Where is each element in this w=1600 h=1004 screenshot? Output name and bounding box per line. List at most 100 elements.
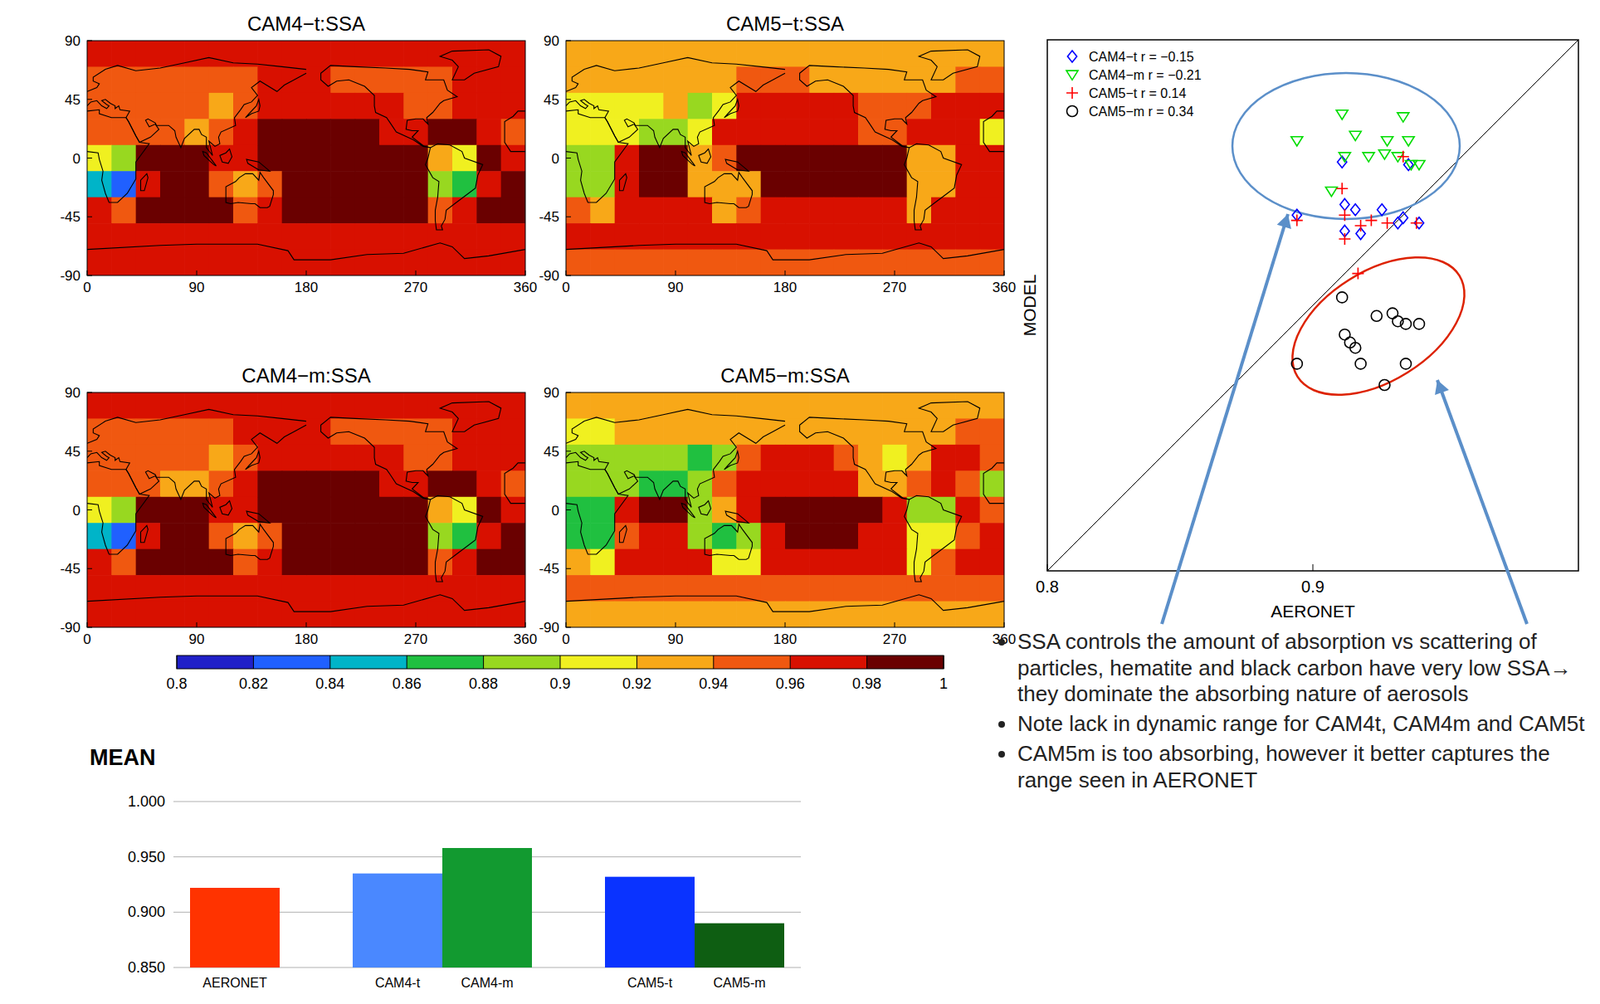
- map-cell: [882, 170, 908, 198]
- arrow-head: [1434, 380, 1449, 396]
- map-cell: [282, 197, 308, 225]
- map-cell: [111, 418, 137, 445]
- map-cell: [785, 170, 810, 198]
- map-cell: [330, 223, 356, 250]
- colorbar-tick: [176, 655, 178, 669]
- map-cell: [980, 170, 1005, 198]
- map-cell: [882, 249, 908, 276]
- map-cell: [687, 145, 713, 172]
- map-cell: [184, 601, 210, 628]
- map-cell: [379, 549, 405, 576]
- tick-label: -90: [538, 619, 560, 636]
- map-cell: [306, 66, 332, 93]
- tick: [565, 40, 571, 42]
- map-cell: [858, 118, 883, 146]
- tick-label: 45: [543, 92, 560, 108]
- tick-label: 0.8: [1035, 577, 1059, 596]
- map-cell: [257, 197, 283, 225]
- map-cell: [355, 40, 381, 68]
- map-cell: [858, 497, 883, 524]
- tick: [306, 270, 308, 276]
- coastline: [565, 595, 1005, 612]
- map-cell: [834, 92, 859, 120]
- colorbar-label: 0.84: [315, 675, 345, 693]
- map-cell: [760, 249, 786, 276]
- map-cell: [209, 92, 235, 120]
- map-cell: [160, 223, 186, 250]
- coastline: [202, 151, 216, 166]
- coastline: [87, 424, 307, 508]
- coastline: [565, 243, 1005, 260]
- colorbar-bin: [636, 655, 714, 669]
- map-cell: [501, 549, 526, 576]
- map-cell: [834, 392, 859, 420]
- map-cell: [736, 145, 761, 172]
- map-cell: [355, 470, 381, 498]
- map-cell: [931, 170, 957, 198]
- map-cell: [785, 66, 810, 93]
- map-cell: [858, 418, 883, 445]
- map-cell: [257, 223, 283, 250]
- map-cell: [355, 601, 381, 628]
- tick: [87, 622, 88, 628]
- colorbar-bin: [406, 655, 484, 669]
- map-cell: [858, 392, 883, 420]
- coastline: [725, 511, 749, 523]
- map-cell: [87, 418, 113, 445]
- tick-label: 0: [561, 279, 570, 296]
- map-cell: [136, 197, 161, 225]
- map-cell: [955, 170, 981, 198]
- map-cell: [955, 470, 981, 498]
- map-cell: [760, 145, 786, 172]
- map-cell: [858, 575, 883, 602]
- map-cell: [663, 392, 688, 420]
- map-cell: [379, 497, 405, 524]
- map-cell: [428, 145, 454, 172]
- arrow-head: [1277, 214, 1292, 230]
- map-cell: [209, 66, 235, 93]
- map-cell: [639, 444, 664, 472]
- map-cell: [306, 601, 332, 628]
- map-cell: [184, 418, 210, 445]
- map-cell: [639, 118, 664, 146]
- colorbar-bin: [713, 655, 791, 669]
- map-cell: [907, 392, 932, 420]
- coastline: [321, 417, 458, 500]
- map-cell: [712, 249, 737, 276]
- map-cell: [184, 575, 210, 602]
- map-title: CAM4−t:SSA: [247, 12, 366, 35]
- tick: [565, 98, 571, 100]
- map-cell: [355, 145, 381, 172]
- tick-label: 90: [64, 385, 81, 401]
- map-cell: [355, 392, 381, 420]
- map-cell: [136, 522, 161, 550]
- category-label: CAM5-m: [712, 975, 766, 991]
- map-cell: [233, 601, 259, 628]
- map-cell: [760, 223, 786, 250]
- map-cell: [809, 197, 835, 225]
- colorbar-bin: [176, 655, 254, 669]
- tick-label: 90: [189, 631, 205, 648]
- tick-label: 45: [64, 92, 81, 108]
- map-cell: [136, 92, 161, 120]
- map-cell: [184, 392, 210, 420]
- map-cell: [639, 549, 664, 576]
- map-cell: [428, 40, 454, 68]
- tick: [785, 270, 786, 276]
- colorbar-tick: [560, 655, 561, 669]
- map-cell: [663, 497, 688, 524]
- map-cell: [379, 145, 405, 172]
- map-cell: [111, 249, 137, 276]
- map-cell: [330, 118, 356, 146]
- map-cell: [663, 118, 688, 146]
- map-cell: [184, 249, 210, 276]
- scatter-point: [1291, 214, 1303, 227]
- map-cell: [590, 418, 615, 445]
- map-cell: [501, 575, 526, 602]
- map-cell: [687, 197, 713, 225]
- map-cell: [760, 601, 786, 628]
- map-cell: [379, 418, 405, 445]
- map-cell: [639, 575, 664, 602]
- map-cell: [687, 249, 713, 276]
- map-cell: [858, 40, 883, 68]
